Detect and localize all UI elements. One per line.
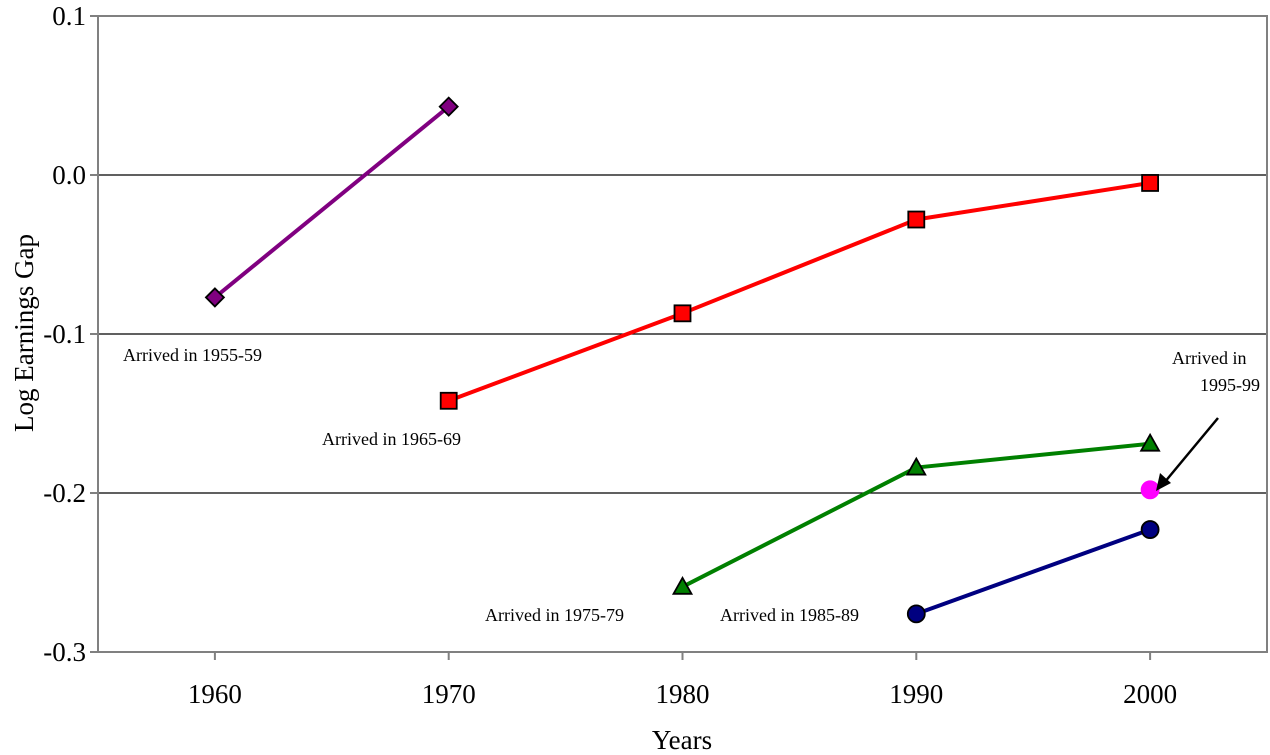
x-axis-title: Years: [652, 725, 712, 755]
data-point-1975-79: [1139, 432, 1161, 452]
series-line-1955-59: [213, 105, 450, 299]
data-point-1985-89: [906, 604, 926, 624]
y-axis-title: Log Earnings Gap: [9, 234, 39, 432]
series-line-1965-69: [447, 180, 1151, 403]
data-point-1965-69: [439, 391, 458, 410]
annotation-arrived-1985-89: Arrived in 1985-89: [720, 605, 859, 625]
y-axis-ticks: -0.3 -0.2 -0.1 0.0 0.1: [43, 1, 98, 667]
y-tick-label: 0.1: [52, 1, 86, 31]
y-tick-label: -0.3: [43, 637, 86, 667]
annotation-arrived-1995-99-line2: 1995-99: [1200, 375, 1260, 395]
data-point-1965-69: [673, 304, 692, 323]
data-point-1965-69: [1141, 174, 1159, 192]
data-point-1975-79: [905, 456, 927, 476]
series-lines: [213, 105, 1151, 616]
x-tick-label: 1990: [889, 679, 943, 709]
annotation-arrow: [1156, 417, 1219, 491]
y-tick-label: 0.0: [52, 160, 86, 190]
y-tick-label: -0.2: [43, 478, 86, 508]
x-axis-ticks: 1960 1970 1980 1990 2000: [188, 652, 1177, 709]
data-point-1955-59: [204, 287, 226, 308]
x-tick-label: 1980: [656, 679, 710, 709]
x-tick-label: 1970: [422, 679, 476, 709]
data-point-1965-69: [907, 210, 926, 229]
annotation-arrived-1975-79: Arrived in 1975-79: [485, 605, 624, 625]
x-tick-label: 2000: [1123, 679, 1177, 709]
y-tick-label: -0.1: [43, 319, 86, 349]
annotation-arrived-1965-69: Arrived in 1965-69: [322, 429, 461, 449]
annotation-arrived-1995-99-line1: Arrived in: [1172, 348, 1246, 368]
data-point-1985-89: [1140, 520, 1160, 539]
data-point-1955-59: [438, 96, 459, 117]
series-markers: [204, 96, 1161, 624]
x-tick-label: 1960: [188, 679, 242, 709]
annotation-arrived-1955-59: Arrived in 1955-59: [123, 345, 262, 365]
data-point-1975-79: [671, 575, 694, 595]
grid-lines: [98, 174, 1267, 494]
series-line-1985-89: [915, 527, 1151, 616]
data-point-1995-99: [1140, 480, 1160, 500]
